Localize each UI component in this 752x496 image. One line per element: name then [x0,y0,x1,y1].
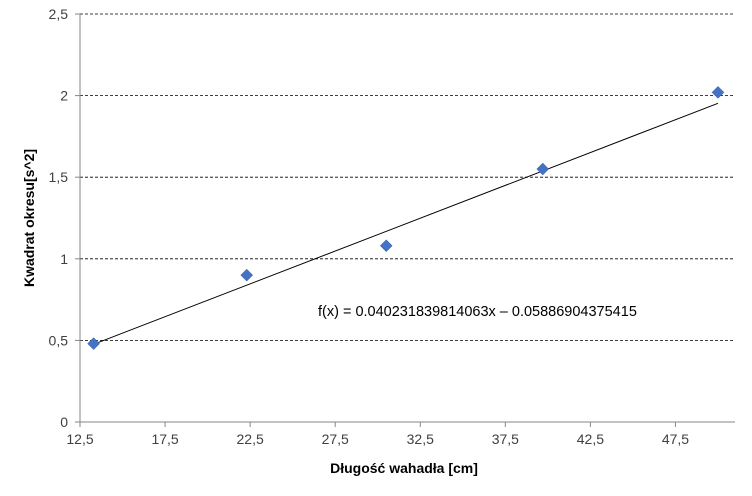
x-tick-label: 32,5 [407,431,434,447]
axis-layer [75,13,735,427]
y-tick-label: 0,5 [49,332,69,348]
grid-layer [80,13,735,341]
x-tick-label: 42,5 [577,431,604,447]
x-tick-label: 12,5 [66,431,93,447]
data-point-layer [87,85,725,351]
trendline [93,102,719,345]
y-tick-label: 0 [60,414,68,430]
trendline-equation: f(x) = 0.040231839814063x – 0.0588690437… [318,304,637,320]
data-point [87,337,100,351]
trendline-layer [93,102,719,345]
x-tick-label: 47,5 [662,431,689,447]
data-point [379,239,393,253]
y-axis-title: Kwadrat okresu[s^2] [21,149,37,287]
x-tick-label: 27,5 [322,431,349,447]
data-point [536,162,550,176]
y-tick-label: 1 [60,251,68,267]
x-axis-title: Długość wahadła [cm] [330,460,478,476]
x-tick-label: 22,5 [237,431,264,447]
y-tick-label: 2,5 [49,6,69,22]
y-tick-label: 2 [60,88,68,104]
data-point [240,268,254,282]
x-tick-label: 37,5 [492,431,519,447]
x-tick-label: 17,5 [151,431,178,447]
data-point [711,85,725,99]
y-tick-label: 1,5 [49,169,69,185]
tick-label-layer: 00,511,522,512,5 17,5 22,5 27,5 32,5 37,5 42,5… [49,6,690,447]
